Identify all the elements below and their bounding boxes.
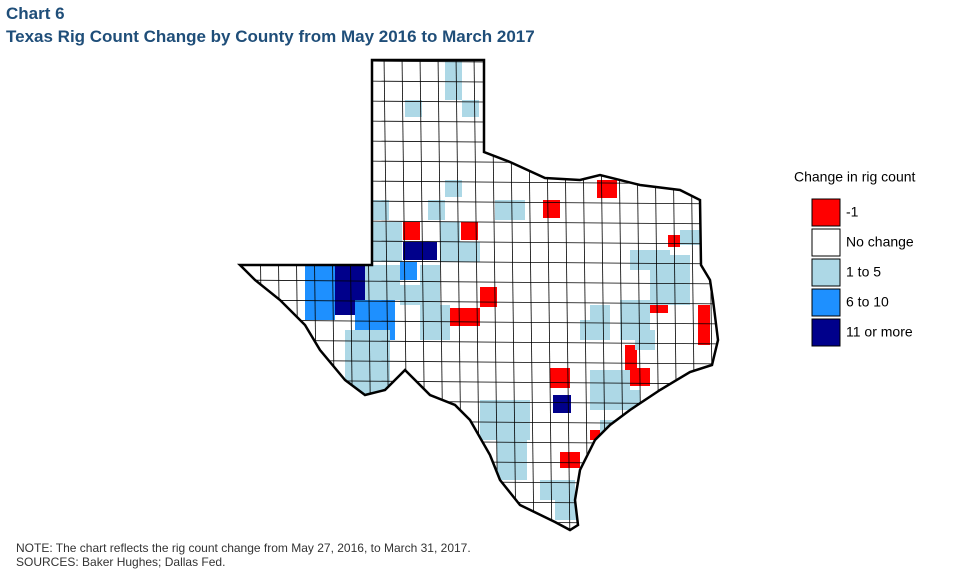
county [590,305,610,323]
county [480,287,497,307]
county [450,308,480,326]
legend-swatch [811,258,841,287]
county [550,368,570,388]
legend-label: -1 [846,204,859,220]
county [405,100,422,117]
state-outline [236,58,720,532]
legend: -1 No change 1 to 5 6 to 10 11 or more [811,198,914,347]
notes: NOTE: The chart reflects the rig count c… [16,541,471,569]
county [580,320,610,340]
legend-swatch [811,288,841,317]
legend-swatch [811,318,841,347]
county [495,200,525,220]
county-border [240,279,718,285]
county [365,265,400,300]
county-border [240,439,718,445]
county-border [240,499,718,505]
county-border [240,319,718,325]
county [372,222,402,262]
county-layer [240,60,718,530]
legend-label: 11 or more [846,324,913,340]
county-border [240,60,247,530]
county [305,265,335,320]
county-border [240,479,718,485]
legend-label: No change [846,234,914,250]
legend-swatch [811,228,841,257]
county [428,200,445,220]
county [460,242,480,262]
county-border [257,60,265,530]
legend-label: 1 to 5 [846,264,881,280]
county [400,262,417,280]
county [625,345,637,375]
legend-swatch [811,198,841,227]
legend-title: Change in rig count [794,169,916,185]
county [635,330,655,350]
county [553,395,571,413]
sources: SOURCES: Baker Hughes; Dallas Fed. [16,555,226,569]
county [600,390,640,410]
county [372,200,389,220]
county [400,285,440,305]
legend-label: 6 to 10 [846,294,889,310]
chart-title: Texas Rig Count Change by County from Ma… [6,27,535,46]
county [590,430,600,440]
county [445,180,462,197]
county [480,400,530,440]
county [461,222,478,240]
county [403,242,437,260]
county-border [240,459,718,465]
county [403,222,420,240]
county [420,305,450,340]
county [560,452,580,468]
county [497,440,527,480]
county-border [240,299,718,305]
county [445,60,462,100]
county [543,200,560,218]
county-border [240,519,718,525]
chart-label: Chart 6 [6,4,65,23]
county [650,255,690,305]
county [462,100,479,117]
county [680,230,700,245]
county [698,305,710,345]
note: NOTE: The chart reflects the rig count c… [16,541,471,555]
